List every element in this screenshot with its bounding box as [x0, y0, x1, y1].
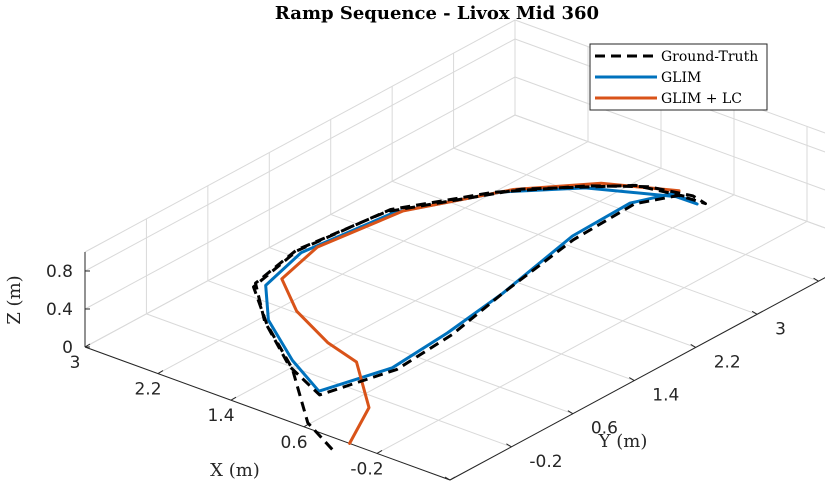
y-axis-line: [449, 277, 825, 481]
z-tick-label: 0.8: [46, 262, 73, 282]
y-tick-label: 2.2: [714, 352, 741, 372]
x-tick-label: -0.2: [350, 459, 383, 479]
y-tick-label: -0.2: [529, 452, 562, 472]
grid-line-y-floor: [207, 280, 574, 415]
y-tick-label: 1.4: [652, 386, 679, 406]
grid-line-x-floor: [376, 220, 808, 454]
legend-label-glim: GLIM: [661, 70, 701, 86]
x-tick-label: 1.4: [207, 406, 234, 426]
y-tick-label: 3: [775, 319, 786, 339]
grid-line-z-back: [514, 114, 825, 229]
legend-label-ground-truth: Ground-Truth: [661, 49, 758, 65]
x-tick-label: 3: [70, 353, 81, 373]
z-tick-label: 0: [62, 338, 73, 358]
chart-title: Ramp Sequence - Livox Mid 360: [275, 3, 599, 24]
y-axis-label: Y (m): [598, 431, 648, 452]
grid-line-y-floor: [146, 313, 512, 448]
grid-line-x-floor: [230, 167, 662, 401]
series-line-glim-lc: [280, 181, 681, 445]
grid-line-x-floor: [303, 194, 735, 428]
y-tick-label: -1: [468, 485, 485, 487]
x-tick-label: 0.6: [280, 433, 307, 453]
x-tick-mark: [157, 370, 164, 375]
grid-line-z-left: [84, 76, 516, 310]
grid-line-y-floor: [330, 213, 696, 348]
y-tick-mark: [444, 476, 451, 481]
y-tick-mark: [567, 410, 574, 415]
grid-line-x-floor: [157, 141, 589, 375]
y-tick-mark: [506, 443, 512, 448]
axes: [84, 252, 825, 481]
x-tick-mark: [449, 476, 456, 481]
z-axis-label: Z (m): [4, 275, 25, 324]
grid-line-z-left: [84, 114, 516, 348]
series-line-ground-truth: [252, 183, 707, 453]
legend: Ground-Truth GLIM GLIM + LC: [589, 43, 768, 111]
grid-line-z-left: [84, 19, 516, 253]
grid-line-y-floor: [269, 247, 635, 382]
series-line-glim: [264, 186, 699, 393]
y-tick-label: 0.6: [591, 419, 618, 439]
x-axis-line: [84, 346, 451, 481]
y-tick-mark: [690, 343, 696, 348]
tick-labels: 32.21.40.6-0.2-1-1-0.20.61.42.233.84.600…: [46, 262, 786, 487]
series-lines: [252, 181, 707, 453]
y-tick-mark: [629, 377, 635, 382]
grid-line-z-back: [514, 76, 825, 191]
y-tick-mark: [813, 277, 819, 282]
legend-label-glim-lc: GLIM + LC: [661, 91, 742, 107]
x-tick-label: 2.2: [134, 380, 161, 400]
grid-line-y-floor: [453, 147, 819, 282]
z-tick-label: 0.4: [46, 300, 73, 320]
y-tick-mark: [751, 310, 758, 315]
grid-line-y-floor: [391, 180, 758, 315]
grid-line-z-left: [84, 38, 516, 272]
x-axis-label: X (m): [210, 460, 260, 481]
x-tick-mark: [230, 396, 237, 401]
x-tick-mark: [376, 449, 383, 454]
